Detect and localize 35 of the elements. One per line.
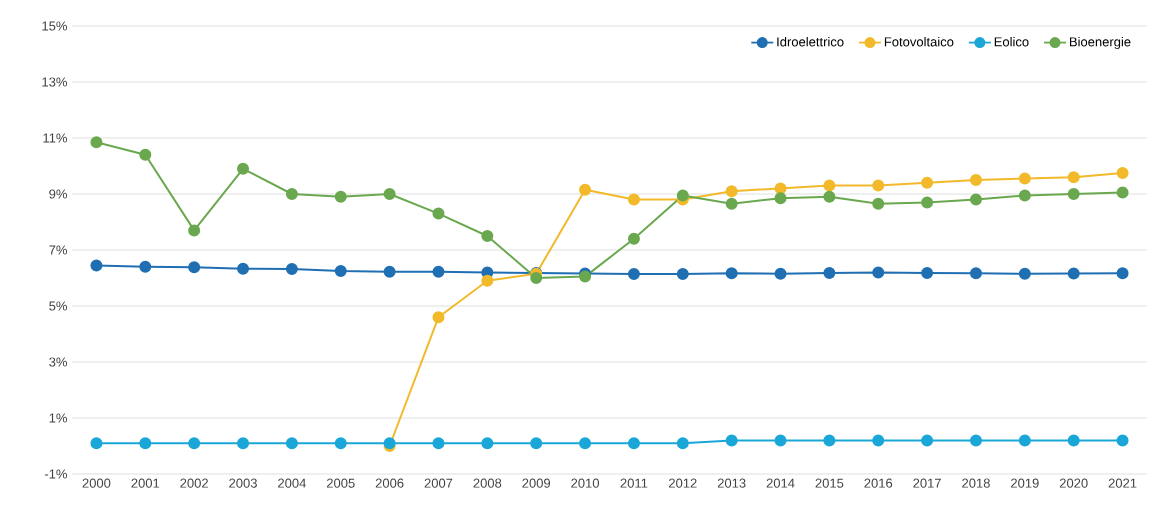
- x-tick-label: 2002: [180, 478, 208, 488]
- x-tick-label: 2008: [473, 478, 502, 488]
- x-tick-label: 2021: [1108, 478, 1137, 488]
- x-tick-label: 2017: [913, 478, 941, 488]
- y-tick-label: 7%: [49, 245, 67, 255]
- y-tick-label: -1%: [44, 469, 67, 479]
- x-tick-label: 2009: [522, 478, 551, 488]
- x-tick-label: 2014: [766, 478, 795, 488]
- y-tick-label: 1%: [49, 413, 67, 423]
- x-tick-label: 2020: [1059, 478, 1088, 488]
- x-tick-label: 2016: [864, 478, 893, 488]
- x-tick-label: 2015: [815, 478, 844, 488]
- x-tick-label: 2018: [962, 478, 990, 488]
- x-tick-label: 2013: [717, 478, 746, 488]
- x-tick-label: 2019: [1011, 478, 1039, 488]
- x-tick-label: 2004: [278, 478, 306, 488]
- x-tick-label: 2006: [375, 478, 404, 488]
- y-tick-label: 15%: [42, 21, 67, 31]
- legend-label: Idroelettrico: [777, 36, 844, 47]
- legend-label: Bioenergie: [1069, 36, 1131, 50]
- y-tick-label: 13%: [42, 77, 67, 87]
- x-tick-label: 2011: [620, 478, 648, 488]
- x-tick-label: 2000: [82, 478, 111, 488]
- y-tick-label: 5%: [49, 301, 67, 311]
- x-tick-label: 2005: [326, 478, 355, 488]
- y-tick-label: 9%: [49, 189, 67, 199]
- x-tick-label: 2012: [668, 478, 697, 488]
- legend-label: Fotovoltaico: [884, 36, 954, 47]
- legend-label: Eolico: [994, 36, 1029, 47]
- x-tick-label: 2003: [229, 478, 257, 488]
- x-tick-label: 2007: [424, 478, 453, 488]
- y-tick-label: 3%: [49, 357, 67, 367]
- y-tick-label: 11%: [43, 133, 67, 143]
- x-tick-label: 2010: [571, 478, 600, 488]
- x-tick-label: 2001: [131, 478, 160, 488]
